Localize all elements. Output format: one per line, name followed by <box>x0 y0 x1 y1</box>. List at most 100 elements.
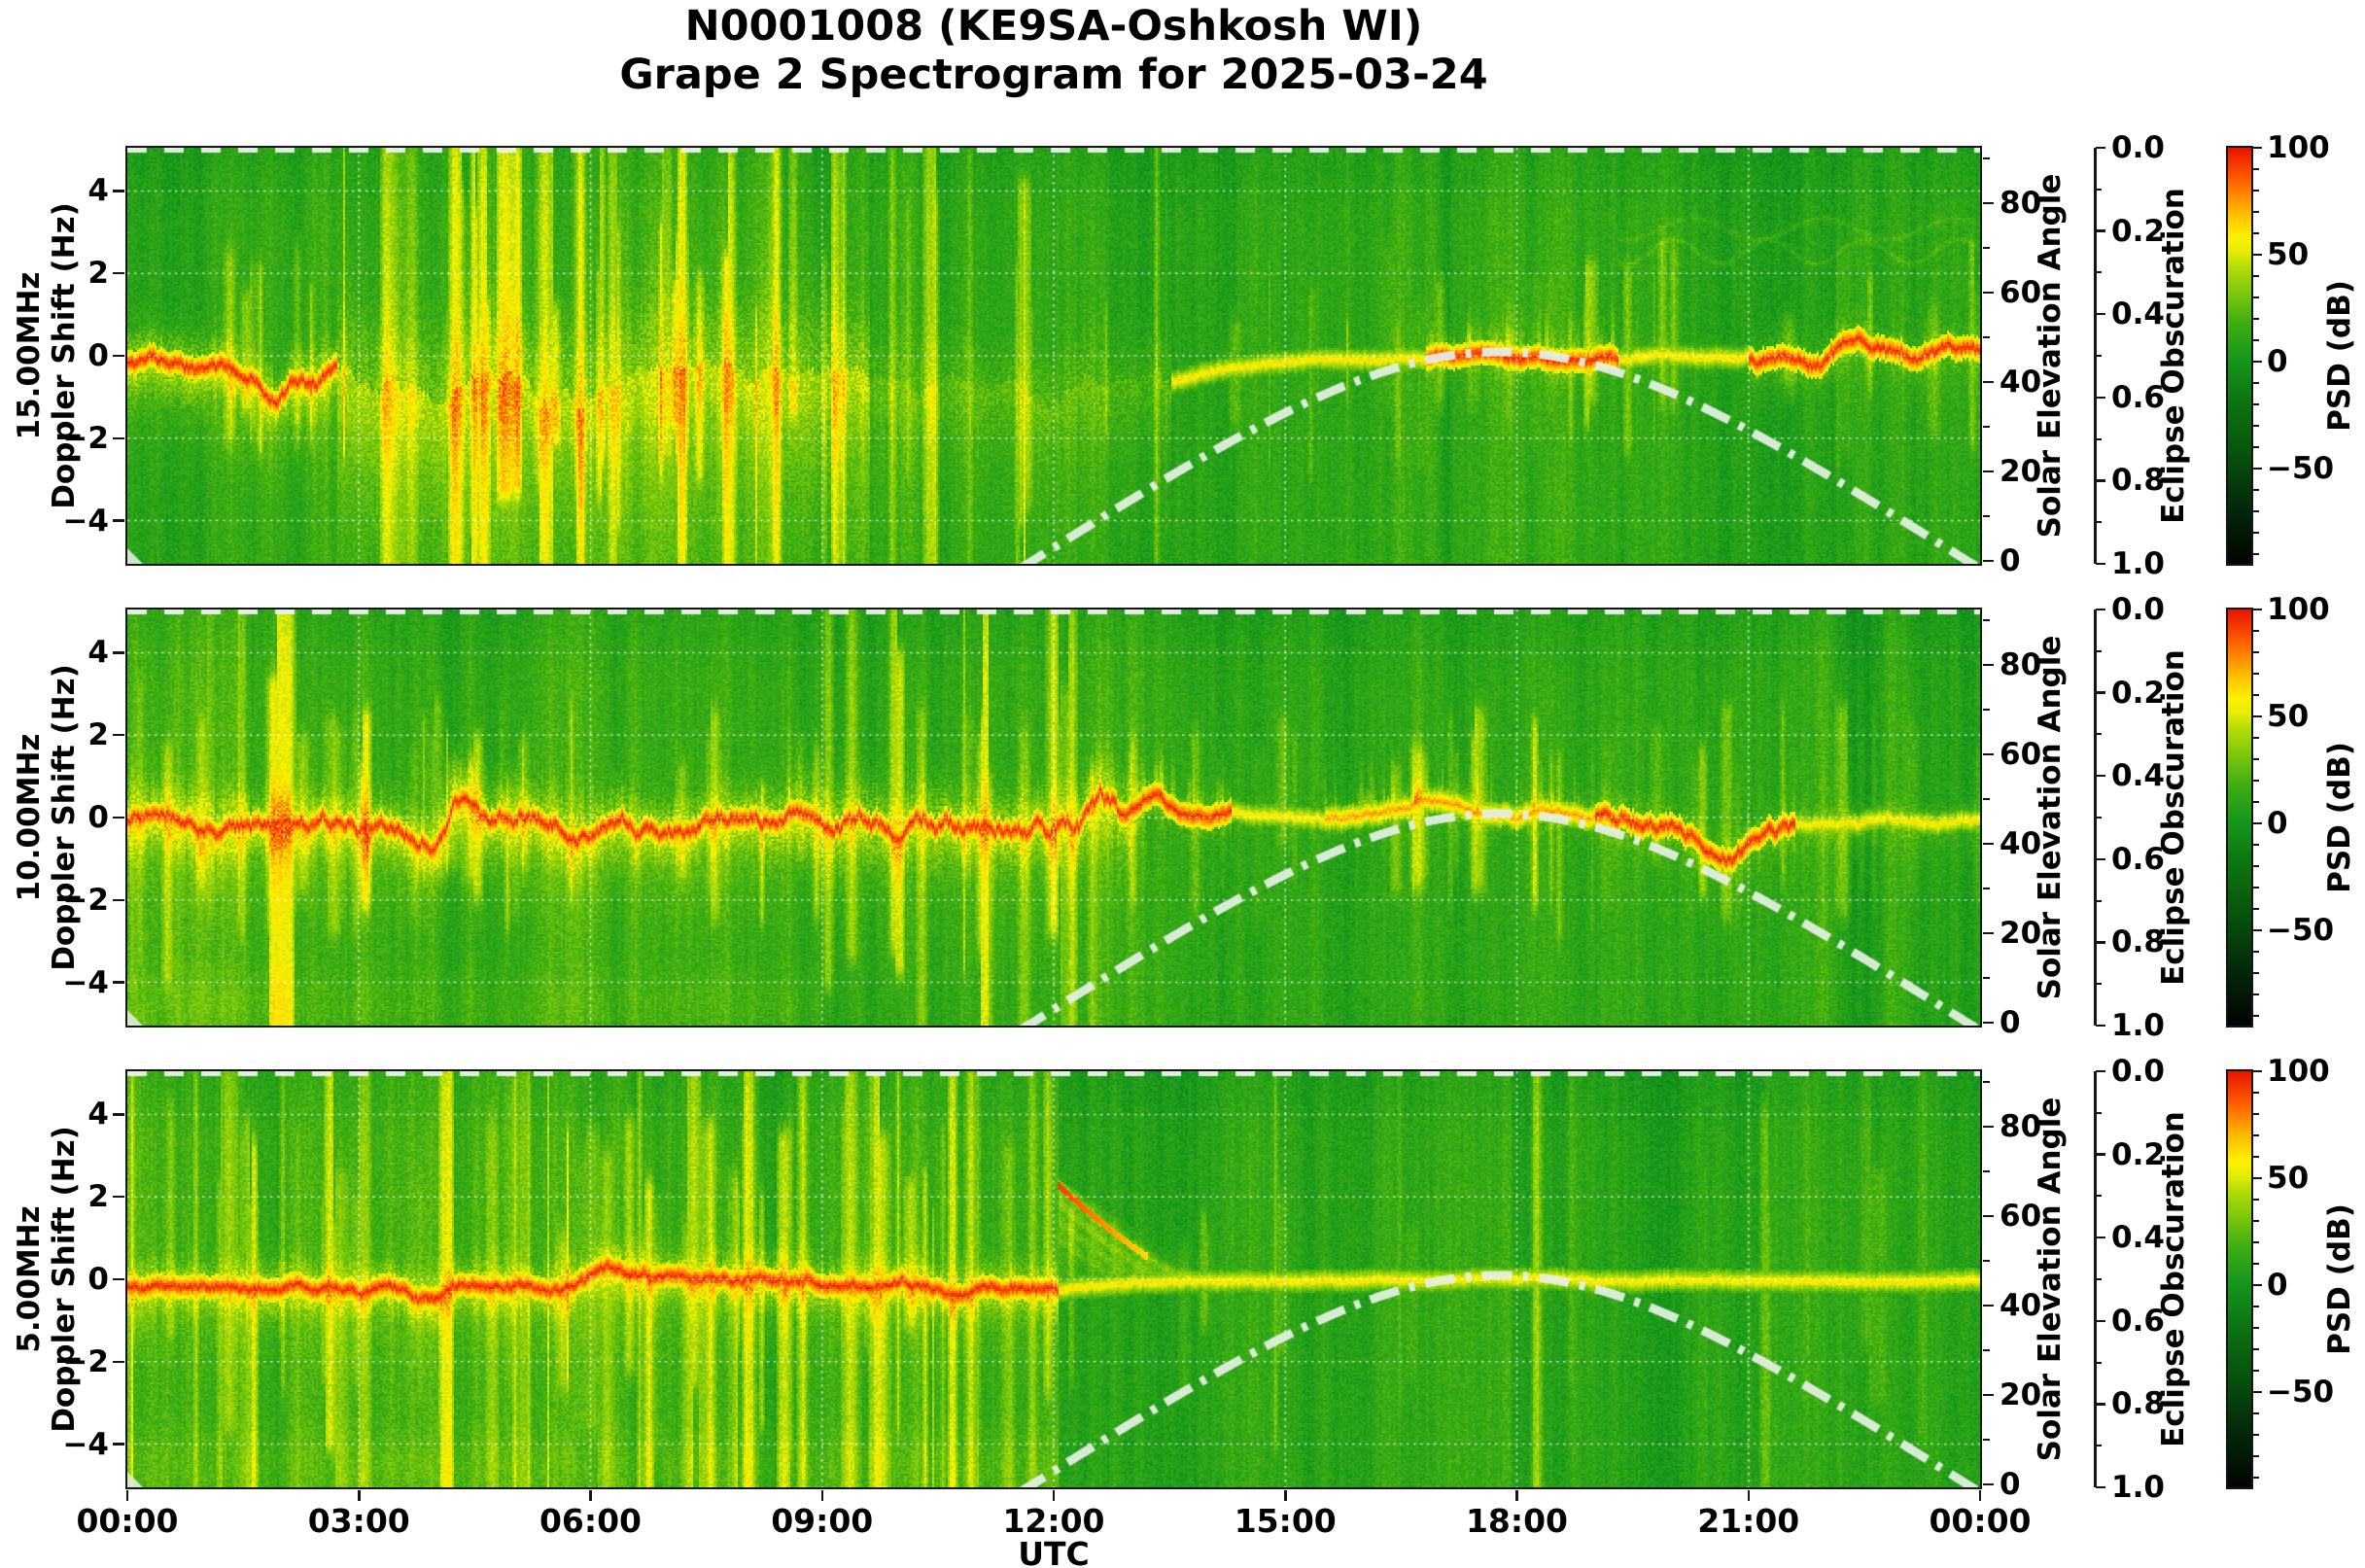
doppler-tick-mark <box>113 898 124 901</box>
solar-tick-label: 60 <box>2000 737 2042 772</box>
eclipse-tick-mark <box>2096 1236 2105 1239</box>
eclipse-tick-label: 0.2 <box>2111 675 2165 711</box>
psd-minor-tick-mark <box>2253 865 2259 867</box>
psd-tick-mark <box>2253 1069 2262 1073</box>
psd-minor-tick-mark <box>2253 887 2259 889</box>
solar-minor-tick-mark <box>1983 515 1990 517</box>
doppler-tick-mark <box>113 1113 124 1116</box>
time-tick-label: 09:00 <box>771 1502 874 1540</box>
doppler-tick-label: −4 <box>62 503 109 539</box>
eclipse-tick-label: 0.4 <box>2111 296 2165 332</box>
time-tick-label: 21:00 <box>1697 1502 1800 1540</box>
eclipse-axis-spine <box>2094 1071 2097 1487</box>
solar-tick-label: 20 <box>2000 916 2042 951</box>
solar-tick-mark <box>1983 1304 1994 1307</box>
doppler-tick-label: −2 <box>62 420 109 456</box>
psd-minor-tick-mark <box>2253 694 2259 696</box>
plot-overlay-gridlines-and-curves <box>127 610 1980 1026</box>
solar-tick-mark <box>1983 663 1994 667</box>
psd-tick-mark <box>2253 467 2262 470</box>
psd-minor-tick-mark <box>2253 403 2259 405</box>
solar-tick-mark <box>1983 291 1994 295</box>
psd-minor-tick-mark <box>2253 630 2259 632</box>
psd-tick-mark <box>2253 360 2262 364</box>
solar-tick-mark <box>1983 1393 1994 1397</box>
solar-tick-mark <box>1983 1482 1994 1486</box>
eclipse-tick-mark <box>2096 396 2105 400</box>
eclipse-minor-tick-mark <box>2096 1361 2102 1364</box>
solar-tick-mark <box>1983 1125 1994 1129</box>
psd-minor-tick-mark <box>2253 339 2259 341</box>
time-tick-mark <box>1052 1490 1056 1501</box>
solar-minor-tick-mark <box>1983 336 1990 338</box>
psd-minor-tick-mark <box>2253 318 2259 320</box>
solar-tick-label: 0 <box>2000 1005 2021 1040</box>
psd-minor-tick-mark <box>2253 510 2259 512</box>
psd-minor-tick-mark <box>2253 446 2259 448</box>
doppler-tick-label: −2 <box>62 882 109 918</box>
doppler-tick-mark <box>113 1277 124 1281</box>
time-tick-mark <box>1284 1490 1287 1501</box>
eclipse-minor-tick-mark <box>2096 899 2102 902</box>
solar-tick-mark <box>1983 1021 1994 1025</box>
eclipse-minor-tick-mark <box>2096 983 2102 986</box>
eclipse-tick-label: 0.8 <box>2111 463 2165 499</box>
psd-minor-tick-mark <box>2253 211 2259 213</box>
psd-minor-tick-mark <box>2253 532 2259 534</box>
solar-tick-label: 80 <box>2000 186 2042 221</box>
solar-minor-tick-mark <box>1983 619 1990 621</box>
psd-tick-mark <box>2253 1176 2262 1180</box>
solar-tick-mark <box>1983 559 1994 563</box>
solar-minor-tick-mark <box>1983 1260 1990 1262</box>
eclipse-minor-tick-mark <box>2096 649 2102 652</box>
eclipse-minor-tick-mark <box>2096 733 2102 736</box>
eclipse-tick-label: 1.0 <box>2111 1470 2165 1505</box>
eclipse-minor-tick-mark <box>2096 1195 2102 1198</box>
psd-minor-tick-mark <box>2253 908 2259 910</box>
doppler-tick-label: 4 <box>87 173 109 209</box>
psd-tick-label: 50 <box>2267 699 2310 734</box>
time-tick-mark <box>358 1490 361 1501</box>
solar-tick-mark <box>1983 842 1994 846</box>
solar-minor-tick-mark <box>1983 157 1990 159</box>
doppler-tick-mark <box>113 651 124 654</box>
doppler-tick-label: −4 <box>62 1426 109 1462</box>
eclipse-tick-label: 0.8 <box>2111 924 2165 960</box>
eclipse-tick-mark <box>2096 1485 2105 1489</box>
eclipse-minor-tick-mark <box>2096 1278 2102 1280</box>
solar-tick-label: 20 <box>2000 1377 2042 1412</box>
solar-minor-tick-mark <box>1983 977 1990 979</box>
psd-tick-label: 0 <box>2267 806 2288 841</box>
psd-tick-label: 100 <box>2267 592 2330 627</box>
psd-minor-tick-mark <box>2253 275 2259 277</box>
psd-tick-mark <box>2253 608 2262 611</box>
psd-tick-mark <box>2253 146 2262 150</box>
doppler-tick-label: 0 <box>87 800 109 835</box>
psd-minor-tick-mark <box>2253 972 2259 974</box>
psd-tick-label: −50 <box>2267 913 2335 948</box>
solar-minor-tick-mark <box>1983 709 1990 711</box>
doppler-tick-label: −4 <box>62 964 109 1000</box>
eclipse-axis-spine <box>2094 610 2097 1026</box>
solar-tick-label: 80 <box>2000 647 2042 682</box>
psd-minor-tick-mark <box>2253 951 2259 953</box>
plot-overlay-gridlines-and-curves <box>127 148 1980 564</box>
doppler-tick-mark <box>113 981 124 984</box>
eclipse-tick-label: 0.0 <box>2111 130 2165 165</box>
eclipse-tick-label: 1.0 <box>2111 546 2165 581</box>
eclipse-tick-label: 0.2 <box>2111 1136 2165 1172</box>
psd-tick-mark <box>2253 714 2262 718</box>
doppler-tick-label: 0 <box>87 338 109 373</box>
solar-tick-mark <box>1983 752 1994 756</box>
time-tick-label: 15:00 <box>1234 1502 1337 1540</box>
psd-minor-tick-mark <box>2253 1477 2259 1479</box>
psd-tick-mark <box>2253 821 2262 825</box>
eclipse-tick-mark <box>2096 229 2105 232</box>
solar-minor-tick-mark <box>1983 888 1990 889</box>
solar-tick-label: 60 <box>2000 1199 2042 1234</box>
eclipse-tick-label: 0.6 <box>2111 841 2165 877</box>
doppler-tick-label: 4 <box>87 635 109 671</box>
eclipse-axis-spine <box>2094 148 2097 564</box>
solar-tick-label: 40 <box>2000 365 2042 400</box>
spectrogram-plot-area-15mhz <box>125 146 1982 566</box>
